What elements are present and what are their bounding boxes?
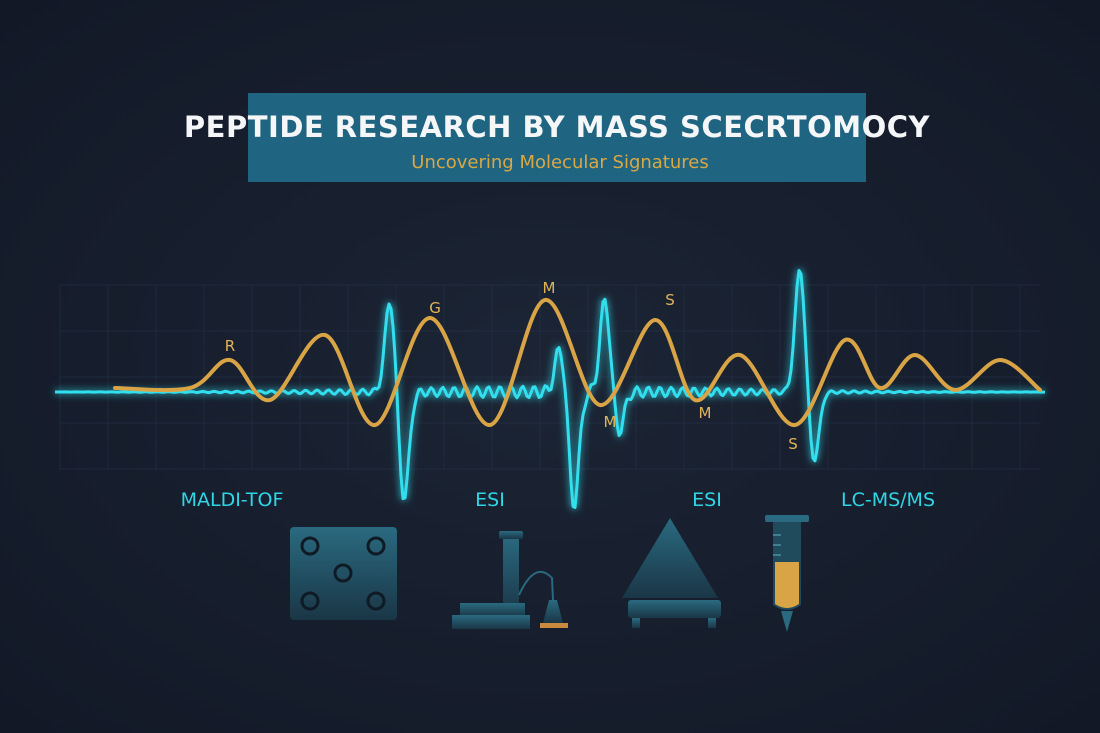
technique-label: ESI xyxy=(475,489,505,511)
technique-label: MALDI-TOF xyxy=(181,489,284,511)
header-box xyxy=(248,93,866,182)
technique-label: ESI xyxy=(692,489,722,511)
gold-spectrum xyxy=(113,298,1042,427)
peak-label: S xyxy=(665,291,675,309)
sample-tube-icon xyxy=(765,515,809,632)
peak-label: G xyxy=(429,299,441,317)
cyan-spectrum xyxy=(55,269,1046,509)
peak-label: M xyxy=(604,413,617,431)
subtitle: Uncovering Molecular Signatures xyxy=(411,152,708,173)
maldi-plate-icon xyxy=(290,527,397,620)
grid xyxy=(59,284,1040,470)
technique-label: LC-MS/MS xyxy=(841,489,935,511)
esi-source-icon xyxy=(452,531,568,629)
peak-label: M xyxy=(543,279,556,297)
title: PEPTIDE RESEARCH BY MASS SCECRTOMOCY xyxy=(184,110,931,144)
peak-label: R xyxy=(225,337,235,355)
analyzer-icon xyxy=(622,518,721,628)
peak-label: S xyxy=(788,435,798,453)
peak-label: M xyxy=(699,404,712,422)
